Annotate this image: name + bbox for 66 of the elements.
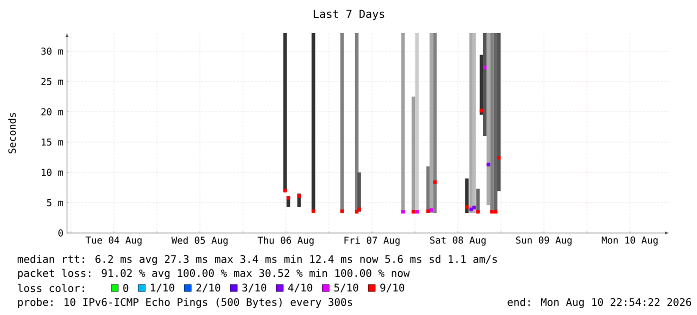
- legend-label: 5/10: [334, 284, 358, 292]
- point: [472, 206, 476, 210]
- point: [412, 210, 416, 214]
- point: [483, 66, 487, 70]
- bar: [483, 33, 487, 136]
- chart-title: Last 7 Days: [314, 10, 384, 20]
- point: [476, 210, 480, 214]
- bar: [354, 33, 359, 212]
- legend-label: 4/10: [288, 284, 312, 292]
- bar: [433, 33, 437, 213]
- point: [497, 156, 501, 160]
- x-tick-label: Thu 06 Aug: [258, 236, 314, 246]
- y-tick-label: 0: [58, 229, 63, 237]
- x-tick-label: Tue 04 Aug: [86, 236, 142, 246]
- bar: [486, 33, 490, 206]
- y-tick-label: 5 m: [47, 199, 64, 206]
- bar: [465, 178, 469, 213]
- legend-label: 2/10: [196, 284, 220, 292]
- point: [430, 208, 434, 212]
- point: [465, 205, 469, 209]
- text: probe: 10 IPv6-ICMP Echo Pings (500 Bytes) every 300s: [18, 298, 352, 308]
- point: [283, 188, 287, 192]
- point: [480, 108, 484, 112]
- x-tick-label: Wed 05 Aug: [171, 236, 228, 246]
- x-tick-label: Mon 10 Aug: [602, 236, 658, 246]
- text: packet loss: 91.02 % avg 100.00 % max 30.52 % min 100.00 % now: [18, 268, 410, 280]
- bar: [283, 33, 287, 192]
- point: [312, 209, 316, 213]
- y-tick-label: 10 m: [42, 168, 64, 176]
- point: [401, 210, 405, 214]
- bar: [401, 33, 405, 213]
- y-tick-label: 15 m: [42, 138, 64, 146]
- y-axis-title: Seconds: [8, 112, 16, 154]
- legend-label: 0: [123, 284, 128, 292]
- point: [469, 208, 473, 212]
- text: loss color:: [18, 284, 84, 292]
- text: median rtt: 6.2 ms avg 27.3 ms max 3.4 ms min 12.4 ms now 5.6 ms sd 1.1 am/s: [18, 254, 497, 266]
- legend-label: 3/10: [242, 284, 266, 292]
- bar: [490, 33, 494, 213]
- bar: [340, 33, 344, 212]
- y-tick-label: 30 m: [41, 48, 64, 55]
- y-tick-label: 25 m: [41, 78, 64, 86]
- bar: [412, 96, 416, 213]
- point: [433, 180, 437, 184]
- point: [357, 208, 361, 212]
- point: [286, 196, 290, 200]
- point: [340, 209, 344, 213]
- point: [494, 210, 498, 214]
- point: [426, 209, 430, 213]
- point: [415, 210, 419, 214]
- bar: [472, 33, 476, 213]
- point: [490, 210, 494, 214]
- x-tick-label: Fri 07 Aug: [344, 236, 400, 246]
- legend-label: 1/10: [150, 284, 174, 292]
- text: end: Mon Aug 10 22:54:22 2026: [508, 298, 692, 308]
- bar: [430, 33, 434, 213]
- bar: [312, 33, 316, 212]
- x-tick-label: Sun 09 Aug: [516, 236, 572, 246]
- bar: [357, 172, 361, 212]
- point: [486, 162, 490, 166]
- point: [297, 194, 301, 198]
- y-tick-label: 20 m: [41, 108, 64, 116]
- legend-label: 9/10: [380, 284, 404, 292]
- bar: [415, 33, 419, 213]
- x-tick-label: Sat 08 Aug: [430, 236, 486, 246]
- bar: [497, 33, 501, 192]
